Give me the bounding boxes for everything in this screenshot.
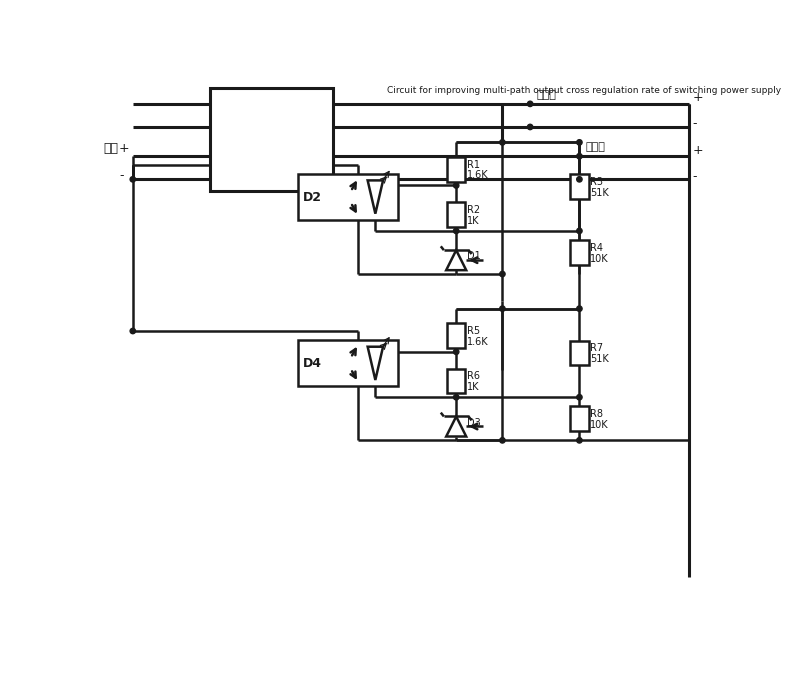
Text: D2: D2 <box>303 190 322 203</box>
Text: R7: R7 <box>590 343 603 353</box>
Text: 51K: 51K <box>590 188 609 198</box>
Text: R4: R4 <box>590 243 603 253</box>
Text: 1K: 1K <box>467 382 479 392</box>
Circle shape <box>577 228 582 234</box>
Circle shape <box>577 176 582 182</box>
Circle shape <box>577 153 582 159</box>
FancyBboxPatch shape <box>447 157 466 182</box>
Text: +: + <box>693 143 703 157</box>
Circle shape <box>577 306 582 312</box>
Text: 1K: 1K <box>467 216 479 226</box>
Text: 主输出: 主输出 <box>536 90 556 100</box>
Text: D4: D4 <box>303 357 322 370</box>
FancyBboxPatch shape <box>570 406 589 431</box>
Circle shape <box>454 394 459 400</box>
Text: 辅输出: 辅输出 <box>586 142 606 152</box>
Text: -: - <box>693 170 697 183</box>
Polygon shape <box>368 347 383 380</box>
Text: R1: R1 <box>467 160 480 170</box>
Text: R5: R5 <box>467 326 480 336</box>
Circle shape <box>130 176 135 182</box>
Text: 1.6K: 1.6K <box>467 170 489 180</box>
FancyBboxPatch shape <box>447 203 466 227</box>
Circle shape <box>527 101 533 106</box>
Text: +: + <box>119 142 130 155</box>
Text: 反馈: 反馈 <box>103 142 118 155</box>
Text: 1.6K: 1.6K <box>467 336 489 347</box>
FancyBboxPatch shape <box>298 341 398 386</box>
Circle shape <box>454 183 459 188</box>
Text: R3: R3 <box>590 177 603 187</box>
Circle shape <box>500 140 505 145</box>
Polygon shape <box>368 180 383 213</box>
Circle shape <box>577 140 582 145</box>
Text: R8: R8 <box>590 409 603 419</box>
Text: 10K: 10K <box>590 254 609 264</box>
Circle shape <box>500 306 505 312</box>
FancyBboxPatch shape <box>570 341 589 365</box>
Text: 10K: 10K <box>590 420 609 430</box>
Polygon shape <box>446 417 466 437</box>
Circle shape <box>454 349 459 355</box>
Text: +: + <box>693 92 703 104</box>
Text: Circuit for improving multi-path output cross regulation rate of switching power: Circuit for improving multi-path output … <box>387 86 781 96</box>
Text: R2: R2 <box>467 205 480 215</box>
Text: 51K: 51K <box>590 354 609 364</box>
Circle shape <box>454 228 459 234</box>
Text: -: - <box>119 169 123 182</box>
Circle shape <box>500 437 505 443</box>
Circle shape <box>527 125 533 130</box>
FancyBboxPatch shape <box>210 88 333 191</box>
Text: R6: R6 <box>467 371 480 382</box>
Circle shape <box>577 394 582 400</box>
FancyBboxPatch shape <box>570 240 589 264</box>
FancyBboxPatch shape <box>570 174 589 199</box>
Circle shape <box>577 437 582 443</box>
Text: D3: D3 <box>467 418 481 427</box>
Polygon shape <box>446 250 466 270</box>
Text: D1: D1 <box>467 251 481 261</box>
Text: -: - <box>693 117 697 131</box>
Circle shape <box>500 271 505 277</box>
FancyBboxPatch shape <box>298 174 398 220</box>
FancyBboxPatch shape <box>447 323 466 348</box>
Circle shape <box>130 328 135 334</box>
FancyBboxPatch shape <box>447 369 466 394</box>
